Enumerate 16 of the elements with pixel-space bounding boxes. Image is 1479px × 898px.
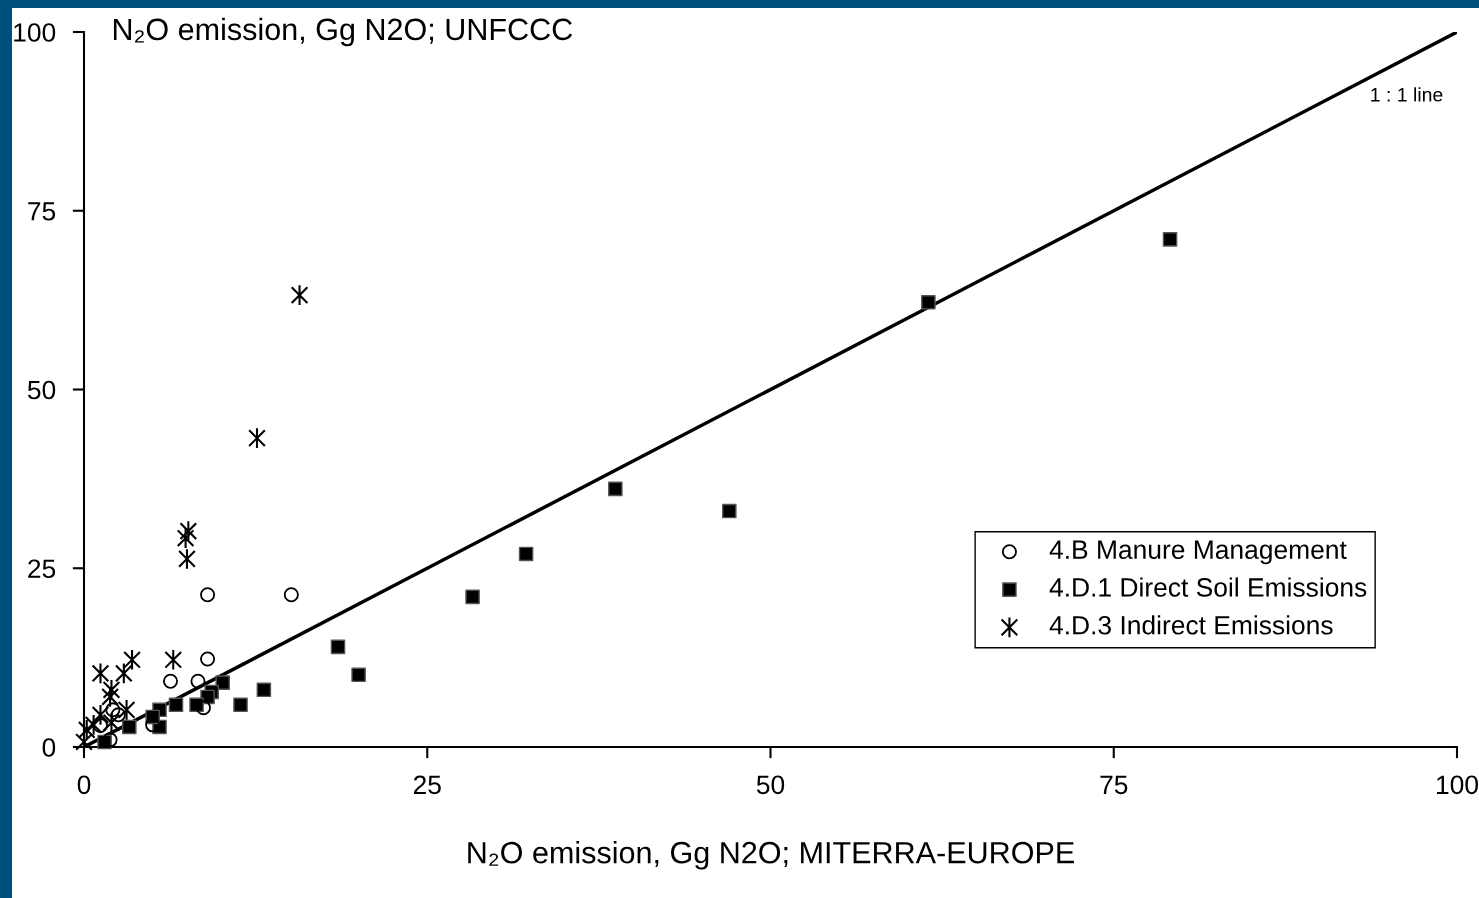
annotation: 1 : 1 line [1371, 87, 1443, 102]
y-tick-label: 25 [28, 559, 56, 579]
legend-label: 4.D.3 Indirect Emissions [1049, 615, 1333, 635]
legend-label: 4.D.1 Direct Soil Emissions [1049, 577, 1367, 597]
y-tick-label: 0 [42, 738, 56, 757]
y-axis-title: N₂O emission, Gg N2O; UNFCCC [113, 17, 573, 47]
y-tick-label: 50 [27, 380, 56, 400]
x-tick-label: 0 [77, 775, 91, 795]
x-tick-label: 25 [413, 775, 441, 795]
x-tick-label: 50 [756, 775, 785, 795]
x-tick-label: 75 [1100, 775, 1128, 795]
legend-label: 4.B Manure Management [1049, 540, 1347, 565]
y-tick-label: 75 [28, 202, 56, 221]
x-axis-title: N₂O emission, Gg N2O; MITERRA-EUROPE [468, 841, 1074, 870]
x-tick-label: 100 [1437, 775, 1478, 795]
y-tick-label: 100 [14, 23, 56, 42]
